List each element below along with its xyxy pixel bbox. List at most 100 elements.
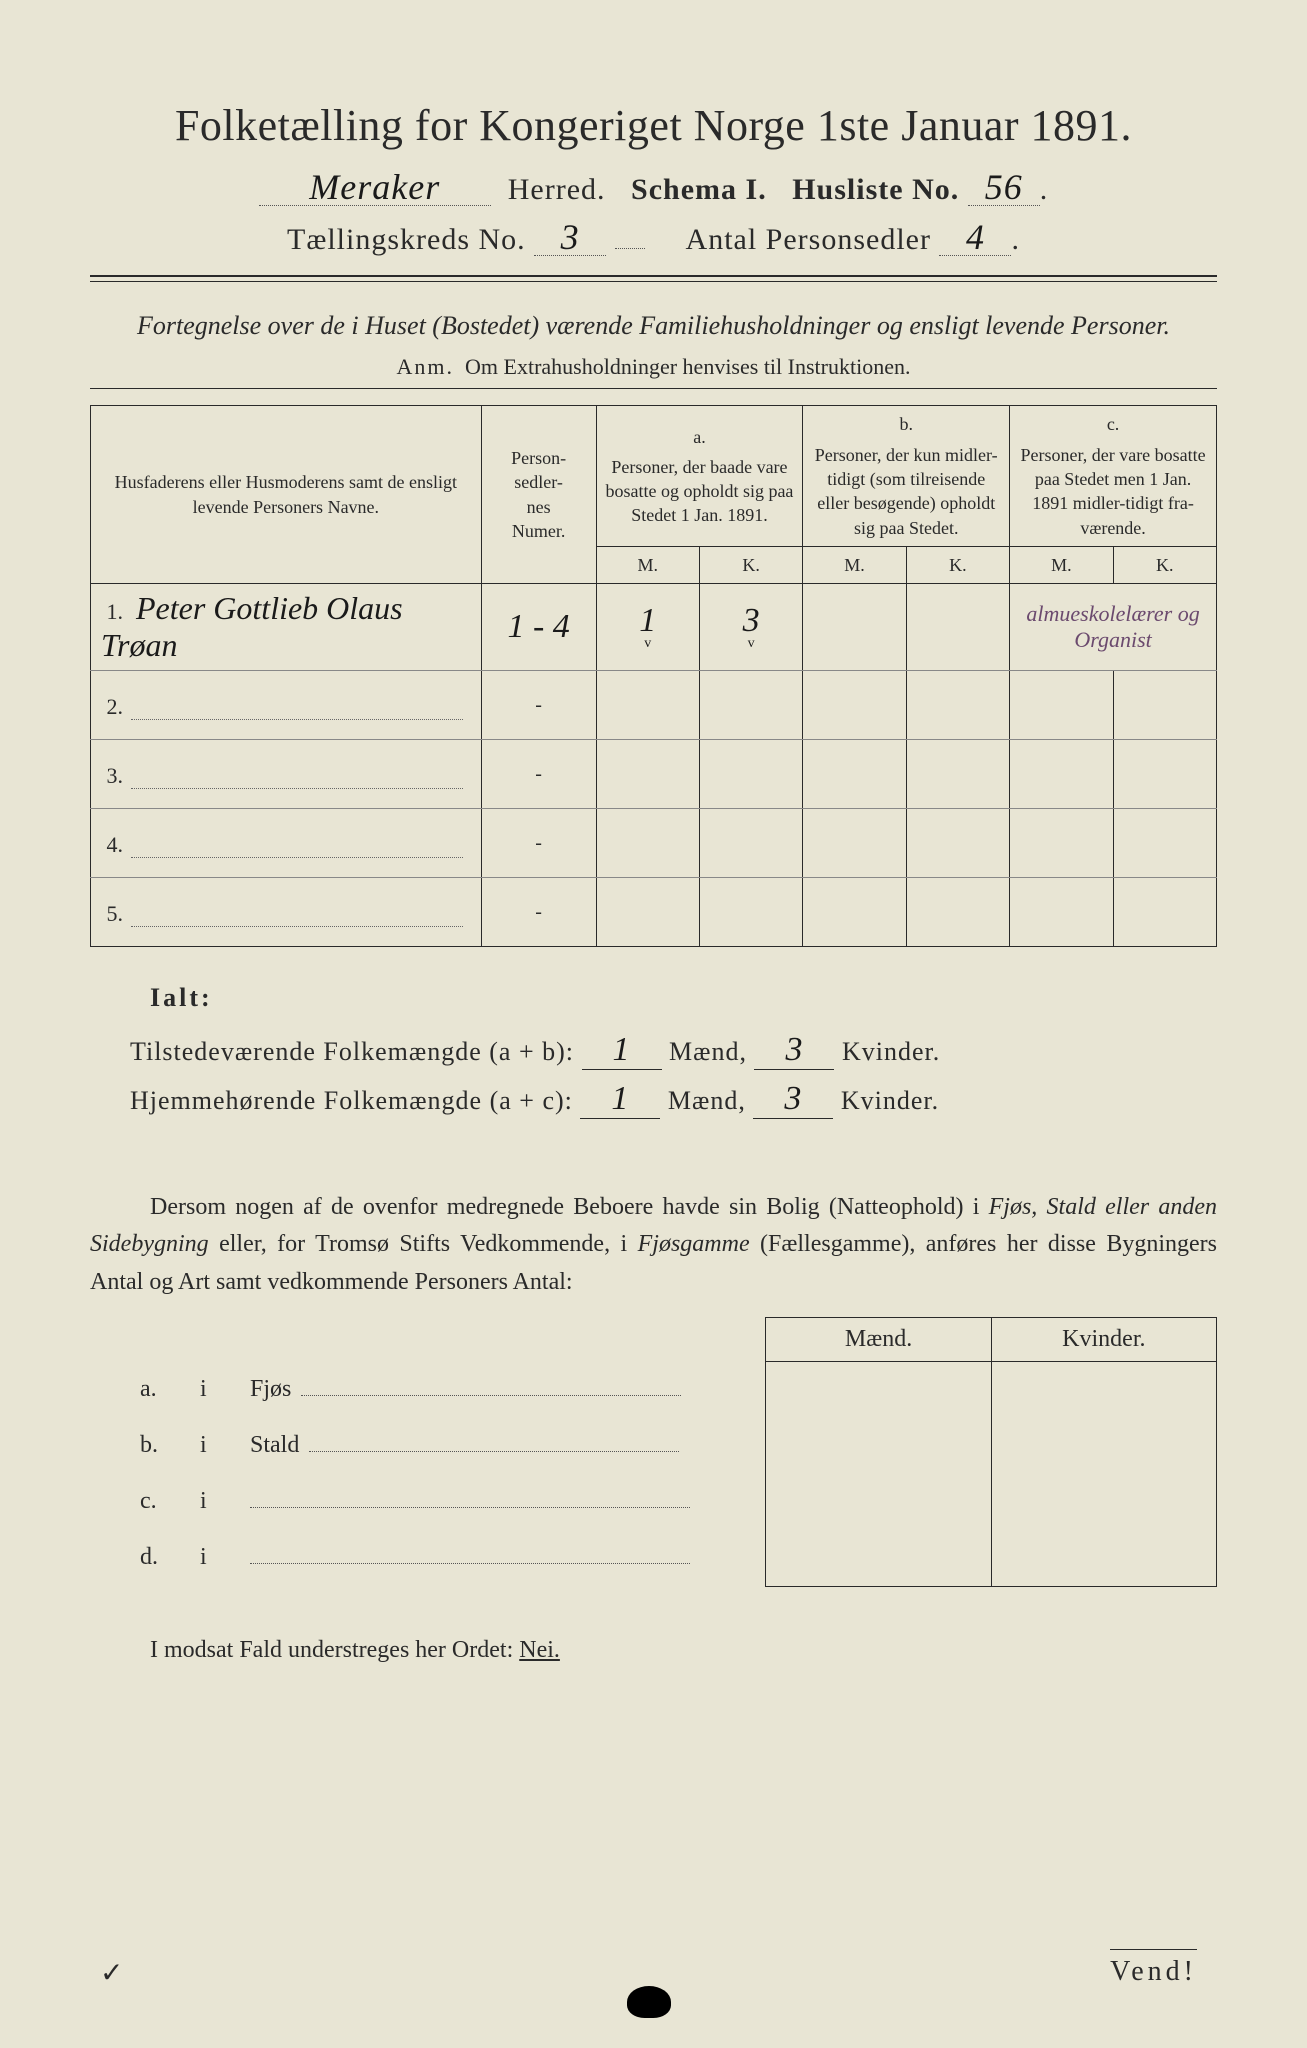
vend-label: Vend! (1110, 1949, 1197, 1988)
row1-aM-hw: 1 (639, 602, 656, 639)
col-b-text: Personer, der kun midler-tidigt (som til… (811, 443, 1001, 540)
table-header-row-1: Husfaderens eller Husmoderens samt de en… (91, 406, 1217, 546)
closing-nei: Nei. (519, 1637, 560, 1663)
col-a-m: M. (596, 546, 699, 583)
ialt1-text: Tilstedeværende Folkemængde (a + b): (130, 1037, 574, 1066)
col-c-text: Personer, der vare bosatte paa Stedet me… (1018, 443, 1208, 540)
mk-kvinder: Kvinder. (991, 1317, 1216, 1361)
row5-line (131, 898, 463, 927)
row5-name: 5. (91, 878, 482, 947)
table-row: 4. - (91, 809, 1217, 878)
row2-num: 2. (101, 694, 123, 720)
census-form-page: Folketælling for Kongeriget Norge 1ste J… (0, 0, 1307, 2048)
anm-line: Anm. Om Extrahusholdninger henvises til … (90, 354, 1217, 380)
row1-bK (906, 584, 1009, 671)
anm-text: Om Extrahusholdninger henvises til Instr… (465, 354, 910, 379)
mk-b-l: b. (100, 1432, 200, 1459)
tick-mark-icon: ✓ (100, 1956, 123, 1990)
col-c-header: c. Personer, der vare bosatte paa Stedet… (1010, 406, 1217, 546)
col-name-text: Husfaderens eller Husmoderens samt de en… (115, 472, 457, 516)
anm-label: Anm. (397, 354, 455, 379)
antal-handwritten: 4 (939, 219, 1011, 256)
closing-line: I modsat Fald understreges her Ordet: Ne… (90, 1637, 1217, 1664)
col-num-header: Person- sedler- nes Numer. (481, 406, 596, 584)
row1-name: 1. Peter Gottlieb Olaus Trøan (91, 584, 482, 671)
row5-sedler: - (481, 878, 596, 947)
husliste-label: Husliste No. (792, 173, 959, 206)
row1-note-hw: almueskolelærer og Organist (1026, 601, 1199, 652)
mk-a-i: i (200, 1376, 250, 1403)
ialt2-k: 3 (753, 1080, 833, 1119)
schema-label: Schema I. (631, 173, 767, 206)
ialt-section: Ialt: Tilstedeværende Folkemængde (a + b… (90, 983, 1217, 1119)
mk-b-i: i (200, 1432, 250, 1459)
mk-row: c.i (90, 1474, 1217, 1530)
col-a-text: Personer, der baade vare bosatte og opho… (605, 455, 795, 528)
table-row: 5. - (91, 878, 1217, 947)
row5-num: 5. (101, 901, 123, 927)
mk-header-row: Mænd. Kvinder. (90, 1317, 1217, 1361)
ialt1-k: 3 (754, 1031, 834, 1070)
table-row: 1. Peter Gottlieb Olaus Trøan 1 - 4 1v 3… (91, 584, 1217, 671)
ialt2-m: 1 (580, 1080, 660, 1119)
mk-d-l: d. (100, 1544, 200, 1571)
mk-maend: Mænd. (766, 1317, 991, 1361)
ialt1-maend: Mænd, (669, 1037, 747, 1066)
mk-d-i: i (200, 1544, 250, 1571)
divider-single (90, 388, 1217, 389)
closing-text: I modsat Fald understreges her Ordet: (150, 1637, 513, 1663)
row3-num: 3. (101, 763, 123, 789)
antal-label: Antal Personsedler (686, 223, 931, 256)
form-subheading: Fortegnelse over de i Huset (Bostedet) v… (90, 308, 1217, 344)
header-line-1: Meraker Herred. Schema I. Husliste No. 5… (90, 169, 1217, 207)
row1-sedler-hw: 1 - 4 (507, 608, 569, 645)
col-name-header: Husfaderens eller Husmoderens samt de en… (91, 406, 482, 584)
ialt-line-2: Hjemmehørende Folkemængde (a + c): 1 Mæn… (130, 1080, 1217, 1119)
table-row: 2. - (91, 671, 1217, 740)
mk-row: a.iFjøs (90, 1361, 1217, 1418)
herred-handwritten: Meraker (259, 169, 491, 206)
mk-c-l: c. (100, 1488, 200, 1515)
ialt2-text: Hjemmehørende Folkemængde (a + c): (130, 1086, 573, 1115)
row1-sedler: 1 - 4 (481, 584, 596, 671)
ialt-label: Ialt: (150, 983, 1217, 1013)
ialt-line-1: Tilstedeværende Folkemængde (a + b): 1 M… (130, 1031, 1217, 1070)
dots (250, 1507, 690, 1508)
row2-name: 2. (91, 671, 482, 740)
ialt2-maend: Mænd, (668, 1086, 746, 1115)
row1-aK: 3v (699, 584, 802, 671)
ialt2-m-hw: 1 (611, 1080, 629, 1117)
dots (615, 248, 645, 249)
dots (309, 1451, 679, 1452)
mk-c-i: i (200, 1488, 250, 1515)
mk-a-t: Fjøs (250, 1376, 291, 1402)
col-c-m: M. (1010, 546, 1113, 583)
row1-aM: 1v (596, 584, 699, 671)
col-c-k: K. (1113, 546, 1216, 583)
row2-line (131, 691, 463, 720)
col-b-letter: b. (811, 412, 1001, 436)
col-a-letter: a. (605, 425, 795, 449)
row1-aK-hw: 3 (743, 602, 760, 639)
ialt1-m-hw: 1 (613, 1031, 631, 1068)
row1-name-hw: Peter Gottlieb Olaus Trøan (101, 590, 403, 663)
check-icon: v (605, 636, 691, 652)
ialt2-k-hw: 3 (784, 1080, 802, 1117)
row4-sedler: - (481, 809, 596, 878)
main-table: Husfaderens eller Husmoderens samt de en… (90, 405, 1217, 947)
building-table: Mænd. Kvinder. a.iFjøs b.iStald c.i d.i (90, 1317, 1217, 1587)
table-row: 3. - (91, 740, 1217, 809)
dots (250, 1563, 690, 1564)
ink-blot-icon (627, 1986, 671, 2018)
row4-name: 4. (91, 809, 482, 878)
dots (301, 1395, 681, 1396)
husliste-no-handwritten: 56 (968, 169, 1040, 206)
col-b-k: K. (906, 546, 1009, 583)
ialt1-kvinder: Kvinder. (842, 1037, 940, 1066)
check-icon: v (708, 636, 794, 652)
col-c-letter: c. (1018, 412, 1208, 436)
mk-row: d.i (90, 1530, 1217, 1587)
col-b-header: b. Personer, der kun midler-tidigt (som … (803, 406, 1010, 546)
ialt1-k-hw: 3 (785, 1031, 803, 1068)
explanatory-paragraph: Dersom nogen af de ovenfor medregnede Be… (90, 1189, 1217, 1301)
